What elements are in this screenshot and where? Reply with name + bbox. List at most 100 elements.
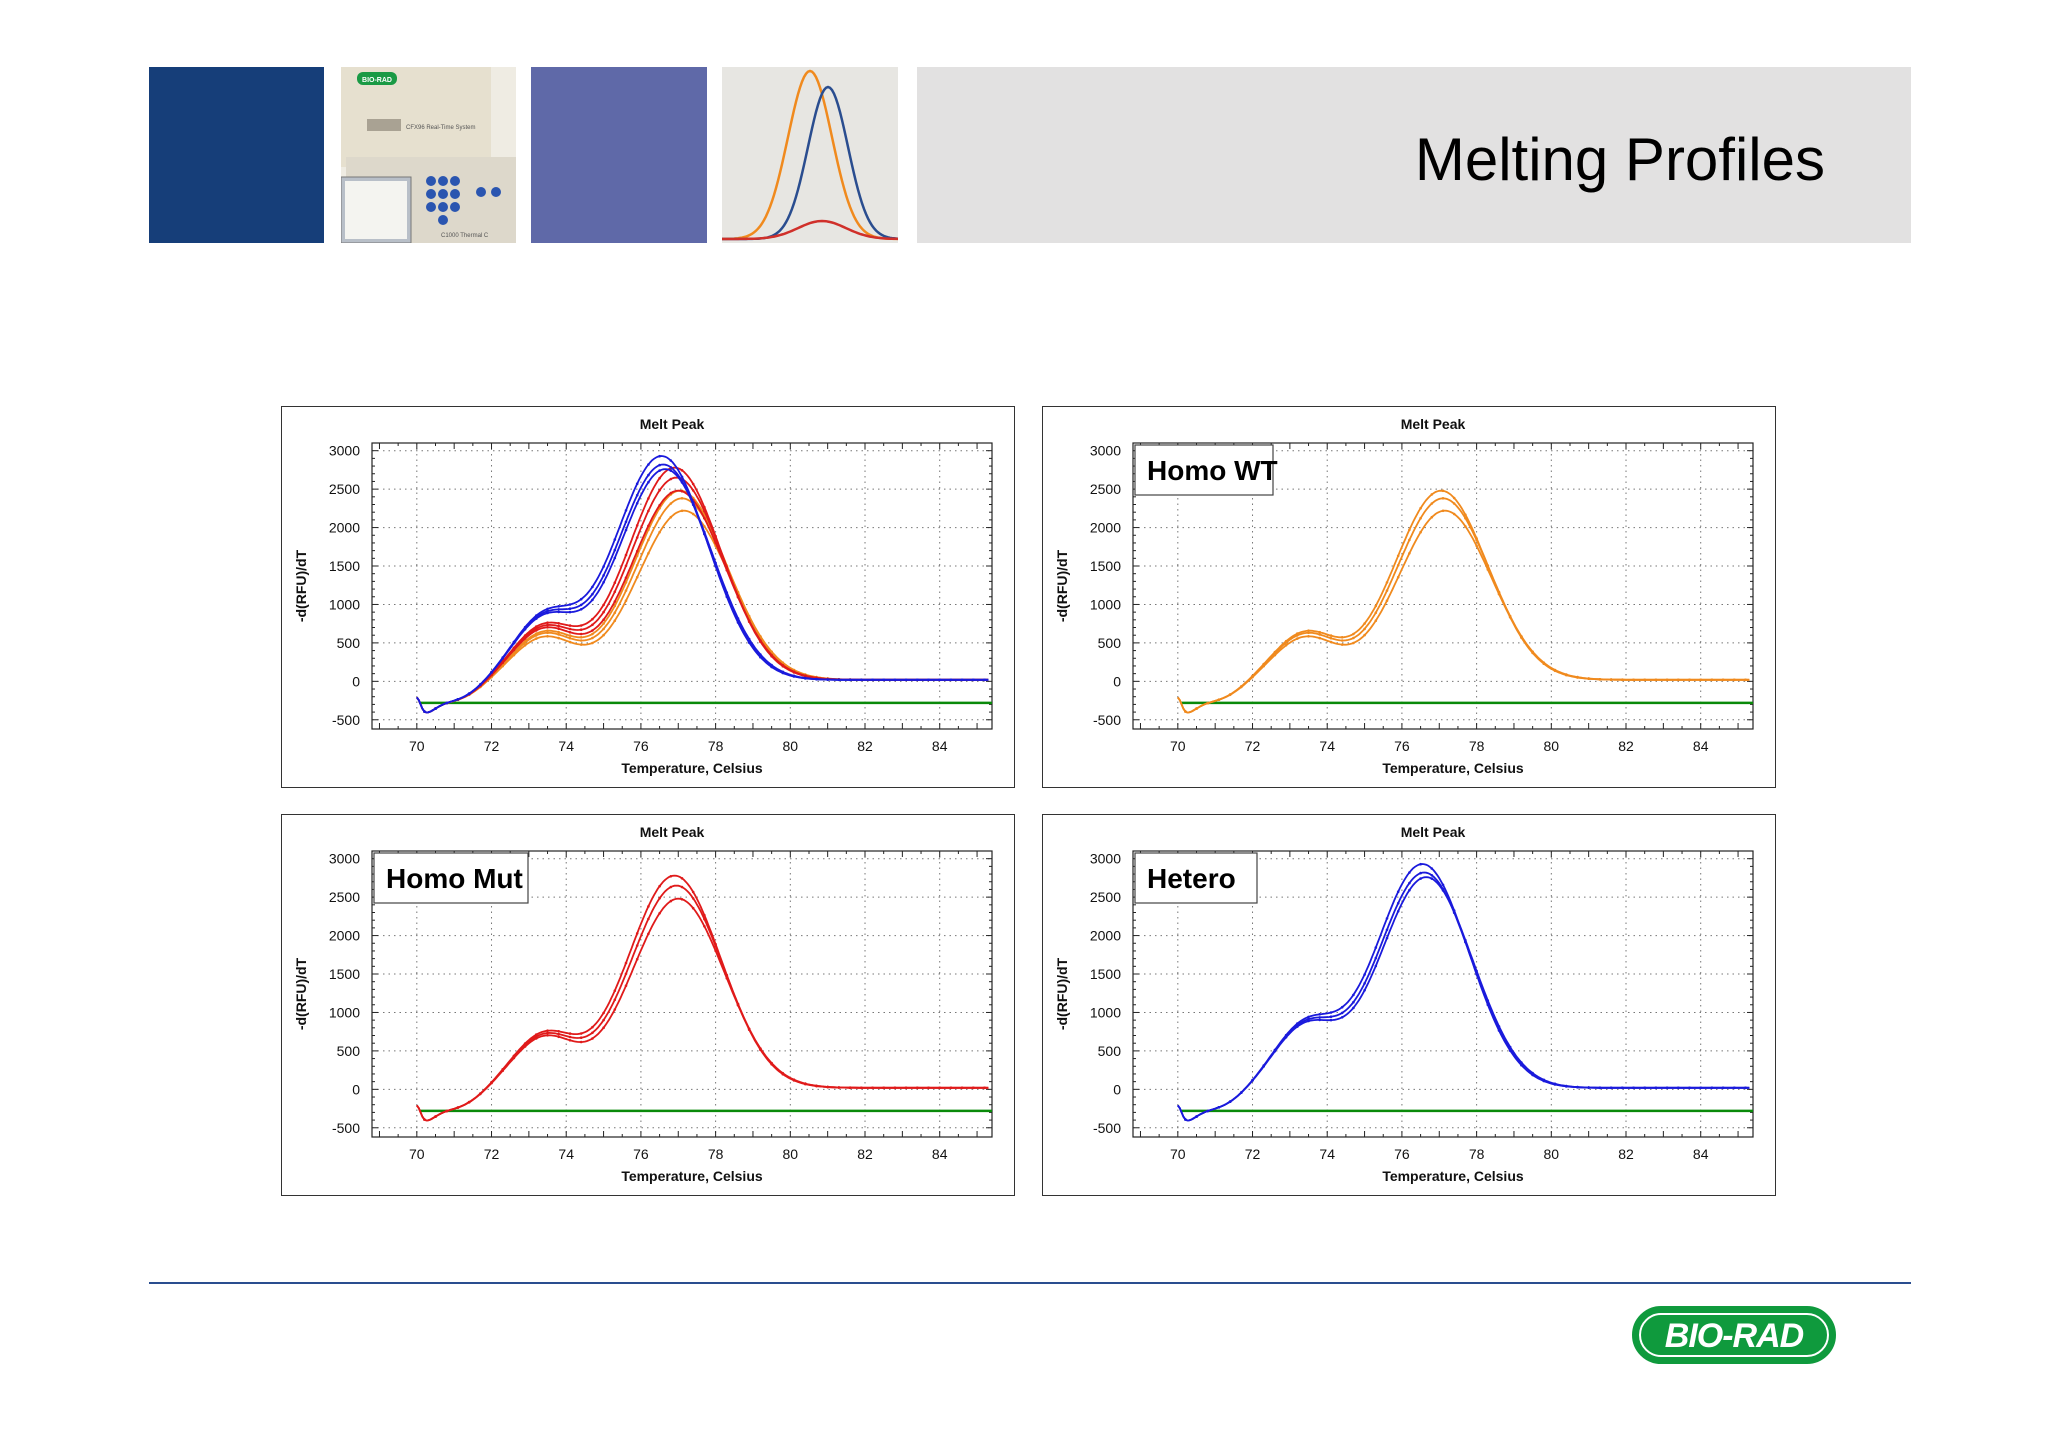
curve-point	[546, 609, 549, 613]
curve-point	[1363, 622, 1366, 625]
y-tick-label: 2000	[1090, 928, 1121, 944]
curve-point	[1318, 1018, 1321, 1022]
x-axis-label: Temperature, Celsius	[621, 760, 763, 776]
curve-point	[1396, 901, 1400, 905]
chart-panel-all: 70 72 74 76 78 80 82 84 -500 0 500 1000 1500 2000 2500…	[281, 406, 1015, 788]
curve-point	[1598, 1086, 1602, 1089]
curve-point	[1475, 538, 1478, 542]
curve-point	[680, 885, 684, 889]
curve-point	[568, 1039, 572, 1042]
curve-point	[1520, 635, 1523, 638]
curve-point	[669, 885, 673, 889]
x-tick-label: 70	[409, 1146, 425, 1162]
curve-point	[1340, 1011, 1344, 1015]
curve-point	[882, 1086, 885, 1090]
footer-divider	[149, 1282, 1911, 1284]
curve-point	[535, 637, 538, 640]
curve-point	[1464, 513, 1467, 516]
curve-point	[624, 509, 628, 512]
curve-point	[848, 1086, 852, 1089]
curve-point	[579, 628, 583, 631]
y-tick-label: 0	[1113, 673, 1121, 689]
x-tick-label: 76	[1394, 1146, 1410, 1162]
curve-point	[613, 611, 617, 614]
curve-point	[714, 561, 717, 565]
curve-point	[591, 617, 594, 621]
curve-point	[535, 1037, 538, 1040]
curve-point	[647, 552, 650, 555]
curve-point	[613, 989, 617, 992]
curve-point	[434, 707, 437, 710]
curve-point	[1408, 881, 1411, 885]
curve-point	[1621, 1086, 1624, 1090]
y-tick-label: 2000	[1090, 520, 1121, 536]
y-tick-label: 500	[1098, 635, 1122, 651]
curve-point	[680, 490, 684, 493]
x-tick-label: 78	[708, 1146, 724, 1162]
curve-point	[1385, 581, 1389, 584]
curve-point	[1441, 509, 1445, 513]
curve-point	[579, 632, 583, 636]
x-tick-label: 84	[932, 1146, 948, 1162]
curve-point	[1654, 678, 1658, 682]
curve-point	[1318, 633, 1321, 636]
curve-point	[591, 629, 594, 632]
curve-point	[680, 469, 684, 472]
curve-point	[871, 1086, 874, 1090]
curve-point	[658, 469, 661, 472]
curve-point	[691, 489, 695, 492]
curve-point	[1542, 1078, 1546, 1082]
curve-point	[1352, 993, 1355, 997]
curve-point	[445, 1109, 448, 1113]
curve-point	[680, 898, 684, 901]
curve-point	[1352, 1000, 1355, 1004]
chart-panel-homo-wt: 70 72 74 76 78 80 82 84 -500 0 500 1000 1500 2000 2500…	[1042, 406, 1776, 788]
curve-point	[1396, 575, 1400, 579]
curve-point	[736, 617, 740, 620]
curve-point	[467, 692, 471, 695]
curve-point	[546, 623, 549, 627]
curve-point	[613, 998, 617, 1002]
curve-point	[658, 504, 661, 507]
curve-point	[703, 530, 706, 534]
curve-point	[557, 608, 560, 611]
curve-point	[1329, 1018, 1333, 1022]
curve-point	[613, 600, 617, 603]
curve-point	[647, 480, 650, 484]
curve-point	[703, 525, 706, 528]
curve-point	[1340, 636, 1344, 639]
y-tick-label: -500	[332, 1120, 360, 1136]
curve-point	[860, 1086, 863, 1090]
decorative-curve	[722, 85, 898, 241]
y-axis-label: -d(RFU)/dT	[1054, 957, 1070, 1030]
curve-point	[1710, 678, 1714, 682]
curve-point	[1217, 1106, 1221, 1109]
x-tick-label: 80	[783, 738, 799, 754]
curve-point	[1340, 1016, 1344, 1019]
melt-curve-het	[416, 468, 989, 714]
curve-point	[1520, 1061, 1523, 1064]
curve-point	[1408, 538, 1411, 542]
curve-point	[1262, 664, 1265, 668]
curve-point	[669, 491, 673, 495]
curve-point	[1329, 634, 1333, 637]
curve-point	[691, 502, 695, 506]
curve-point	[591, 623, 594, 627]
y-tick-label: 0	[352, 673, 360, 689]
curve-point	[1307, 1017, 1310, 1021]
curve-point	[747, 637, 751, 641]
curve-point	[613, 604, 617, 608]
curve-point	[669, 875, 673, 878]
curve-point	[602, 618, 605, 621]
curve-point	[669, 899, 673, 903]
curve-point	[1206, 701, 1209, 705]
curve-point	[691, 482, 695, 486]
curve-point	[546, 1031, 549, 1035]
curve-point	[557, 624, 560, 628]
curve-point	[635, 536, 639, 539]
curve-point	[1665, 678, 1669, 682]
curve-point	[591, 592, 594, 596]
curve-point	[535, 634, 538, 637]
curve-point	[568, 1035, 572, 1039]
curve-point	[703, 517, 706, 520]
